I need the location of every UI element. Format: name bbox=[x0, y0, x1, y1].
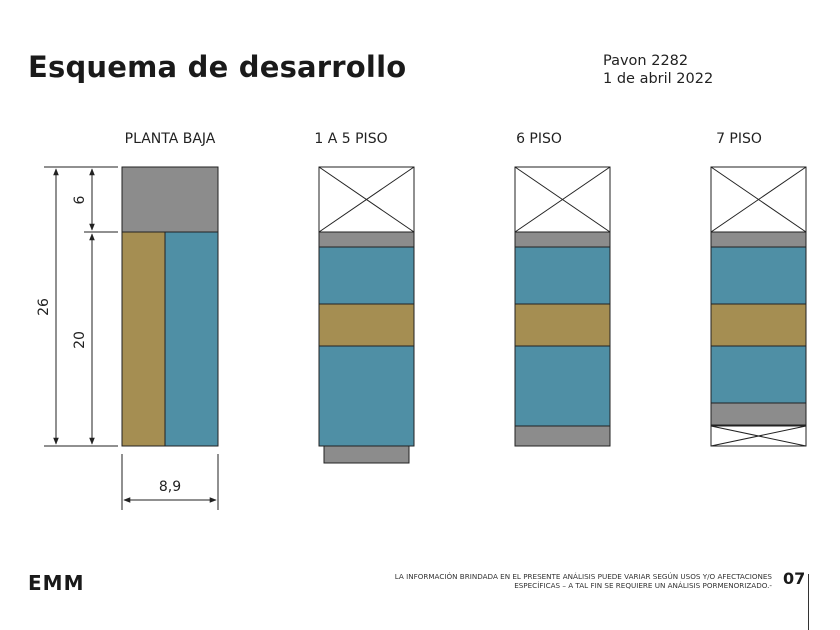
emm-logo: EMM bbox=[28, 571, 85, 595]
disclaimer-line-1: LA INFORMACIÓN BRINDADA EN EL PRESENTE A… bbox=[394, 572, 772, 581]
piso-1-5-blue-lower bbox=[318, 345, 415, 447]
page-divider bbox=[808, 574, 809, 630]
column-label-7-piso: 7 PISO bbox=[716, 131, 762, 147]
dimension-lines bbox=[44, 166, 219, 510]
column-label-planta-baja: PLANTA BAJA bbox=[125, 131, 216, 147]
piso-6-blue-upper bbox=[514, 246, 611, 305]
planta-baja-blue-zone bbox=[164, 231, 219, 447]
date-label: 1 de abril 2022 bbox=[603, 71, 714, 87]
piso-1-5-gray-strip bbox=[318, 231, 415, 248]
piso-6-block bbox=[514, 166, 611, 447]
piso-1-5-blue-upper bbox=[318, 246, 415, 305]
piso-6-gray-base bbox=[514, 425, 611, 447]
piso-6-ochre-band bbox=[514, 303, 611, 347]
piso-7-blue-lower bbox=[710, 345, 807, 404]
piso-7-gray-band bbox=[710, 402, 807, 426]
piso-1-5-ochre-band bbox=[318, 303, 415, 347]
dim-lower-segment-label: 20 bbox=[72, 331, 88, 349]
header-meta: Pavon 2282 1 de abril 2022 bbox=[603, 52, 713, 88]
piso-1-5-gray-base bbox=[323, 445, 410, 464]
piso-7-ochre-band bbox=[710, 303, 807, 347]
page-number: 07 bbox=[783, 569, 806, 588]
piso-1-5-block bbox=[318, 166, 415, 464]
planta-baja-gray-zone bbox=[121, 166, 219, 233]
piso-6-gray-strip bbox=[514, 231, 611, 248]
dim-width-label: 8,9 bbox=[159, 479, 181, 495]
piso-7-block bbox=[710, 166, 807, 447]
disclaimer-line-2: ESPECÍFICAS – A TAL FIN SE REQUIERE UN A… bbox=[514, 581, 772, 590]
piso-7-blue-upper bbox=[710, 246, 807, 305]
dim-total-height-label: 26 bbox=[36, 298, 52, 316]
planta-baja-ochre-zone bbox=[121, 231, 166, 447]
column-label-1-a-5-piso: 1 A 5 PISO bbox=[314, 131, 387, 147]
planta-baja-block bbox=[121, 166, 219, 447]
piso-6-blue-lower bbox=[514, 345, 611, 427]
dim-top-segment-label: 6 bbox=[72, 195, 88, 204]
page-title: Esquema de desarrollo bbox=[28, 50, 407, 84]
column-label-6-piso: 6 PISO bbox=[516, 131, 562, 147]
address-label: Pavon 2282 bbox=[603, 53, 689, 69]
piso-7-gray-strip bbox=[710, 231, 807, 248]
footer-disclaimer: LA INFORMACIÓN BRINDADA EN EL PRESENTE A… bbox=[312, 572, 772, 590]
